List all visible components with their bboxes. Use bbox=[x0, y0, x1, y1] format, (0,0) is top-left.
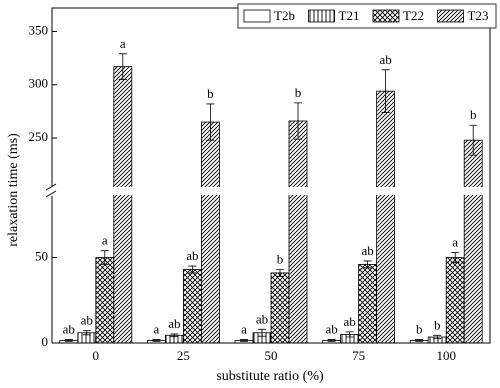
legend-label: T21 bbox=[339, 8, 360, 23]
error-bar bbox=[240, 339, 248, 342]
bar bbox=[113, 66, 133, 344]
significance-letter: b bbox=[416, 322, 423, 337]
bar bbox=[376, 90, 396, 344]
significance-letter: a bbox=[452, 234, 458, 249]
bar bbox=[358, 263, 378, 344]
legend-label: T23 bbox=[468, 8, 489, 23]
significance-letter: b bbox=[470, 107, 477, 122]
y-axis-title: relaxation time (ms) bbox=[6, 133, 21, 247]
significance-letter: ab bbox=[168, 316, 180, 331]
axis-break-gap bbox=[46, 187, 492, 195]
error-bar bbox=[258, 328, 266, 337]
x-tick-label: 50 bbox=[265, 348, 278, 363]
y-tick-label: 0 bbox=[42, 334, 49, 349]
significance-letter: ab bbox=[256, 311, 268, 326]
significance-letter: a bbox=[102, 233, 108, 248]
legend-label: T22 bbox=[403, 8, 424, 23]
significance-letter: a bbox=[241, 322, 247, 337]
bar bbox=[200, 121, 220, 344]
x-tick-label: 75 bbox=[352, 348, 365, 363]
significance-letter: ab bbox=[343, 314, 355, 329]
legend-swatch bbox=[437, 9, 464, 23]
legend-label: T2b bbox=[274, 8, 295, 23]
significance-letter: b bbox=[277, 251, 284, 266]
error-bar bbox=[345, 331, 354, 338]
error-bar bbox=[64, 339, 73, 342]
significance-letter: ab bbox=[63, 322, 75, 337]
bar bbox=[288, 120, 308, 344]
y-tick-label: 250 bbox=[29, 129, 49, 144]
error-bar bbox=[433, 334, 442, 340]
error-bar bbox=[170, 333, 179, 338]
error-bar bbox=[327, 339, 336, 342]
error-bar bbox=[188, 265, 197, 274]
error-bar bbox=[206, 103, 215, 141]
significance-letter: ab bbox=[361, 243, 373, 258]
error-bar bbox=[276, 269, 284, 277]
bar bbox=[95, 257, 115, 344]
legend-swatch bbox=[243, 9, 271, 23]
error-bar bbox=[363, 260, 372, 269]
error-bar bbox=[415, 339, 424, 342]
y-tick-label: 300 bbox=[29, 76, 49, 91]
error-bar bbox=[294, 102, 302, 140]
significance-letter: b bbox=[295, 85, 302, 100]
significance-letter: a bbox=[154, 322, 160, 337]
significance-letter: b bbox=[207, 86, 214, 101]
x-tick-label: 100 bbox=[436, 348, 456, 363]
error-bar bbox=[381, 69, 390, 113]
bar bbox=[445, 257, 465, 344]
legend-swatch bbox=[372, 9, 400, 23]
significance-letter: a bbox=[120, 36, 126, 51]
y-tick-label: 350 bbox=[29, 22, 49, 37]
x-tick-label: 0 bbox=[93, 348, 100, 363]
bar bbox=[270, 272, 290, 344]
y-tick-label: 50 bbox=[35, 249, 48, 264]
axis-break-mark bbox=[45, 183, 57, 198]
legend-swatch bbox=[308, 9, 335, 23]
significance-letter: ab bbox=[186, 248, 198, 263]
error-bar bbox=[469, 124, 478, 156]
bar bbox=[182, 269, 202, 344]
x-axis-title: substitute ratio (%) bbox=[216, 369, 324, 384]
significance-letter: ab bbox=[379, 52, 391, 67]
significance-letter: ab bbox=[81, 313, 93, 328]
x-tick-label: 25 bbox=[177, 348, 190, 363]
error-bar bbox=[82, 330, 91, 336]
significance-letter: ab bbox=[325, 322, 337, 337]
significance-letter: b bbox=[434, 317, 441, 332]
error-bar bbox=[100, 250, 109, 265]
error-bar bbox=[152, 339, 161, 342]
error-bar bbox=[118, 53, 127, 80]
bar bbox=[463, 139, 483, 344]
error-bar bbox=[451, 252, 460, 264]
